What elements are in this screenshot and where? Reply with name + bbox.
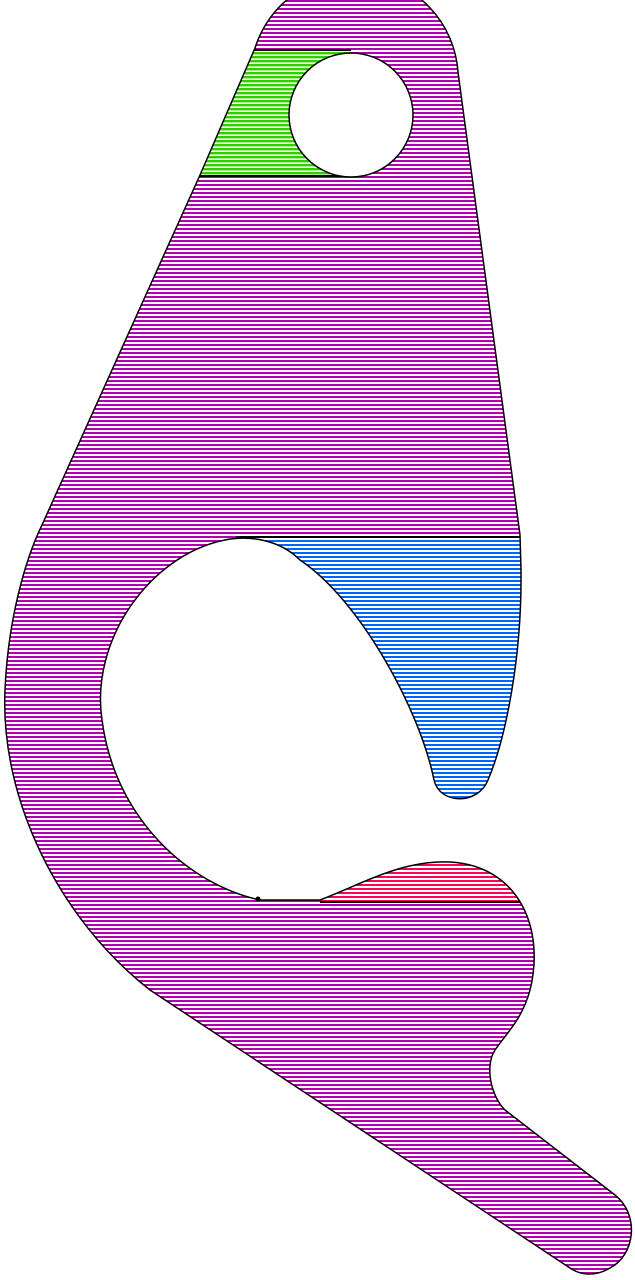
vertex-dot (255, 896, 261, 902)
